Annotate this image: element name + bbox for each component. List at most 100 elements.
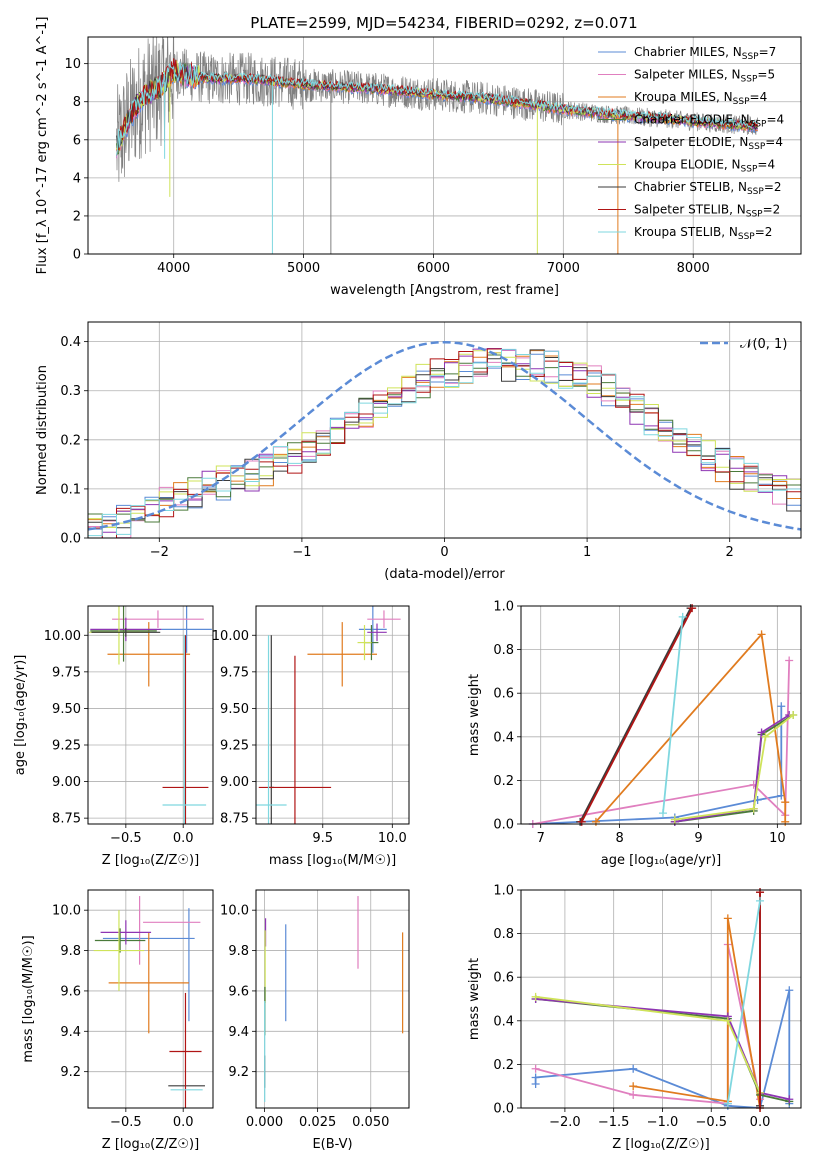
plus-marker <box>749 804 758 813</box>
y-tick-label: 10 <box>64 57 81 72</box>
series-line-salpeter-miles <box>532 660 791 824</box>
spectrum-model-salpeter-stelib <box>116 58 759 156</box>
y-tick-label: 0.0 <box>493 1102 514 1117</box>
plus-marker <box>757 630 766 639</box>
plus-marker <box>723 914 732 923</box>
plus-marker <box>629 1064 638 1073</box>
spectrum-model-kroupa-stelib <box>116 61 758 156</box>
plus-marker <box>757 728 766 737</box>
y-tick-label: 9.50 <box>220 702 249 717</box>
series-line-kroupa-miles <box>633 918 761 1108</box>
y-tick-label: 9.75 <box>52 665 81 680</box>
x-tick-label: 2 <box>726 545 734 560</box>
histogram-chabrier-stelib <box>88 349 801 529</box>
y-axis-label: Normed distribution <box>35 365 50 495</box>
y-axis-label: mass weight <box>467 958 482 1040</box>
y-tick-label: 9.25 <box>52 738 81 753</box>
x-tick-label: 10.0 <box>378 831 407 846</box>
age-vs-Z-panel: −0.5 0.0 8.75 9.00 9.25 9.50 9.75 10.00 Z [log₁₀… <box>13 605 214 868</box>
legend-label: Kroupa STELIB, N <box>634 225 738 239</box>
series-line-kroupa-miles <box>595 632 787 823</box>
y-tick-label: 9.6 <box>60 984 81 999</box>
y-tick-label: 4 <box>73 171 81 186</box>
mass-weight-vs-Z-panel: −2.0 −1.5 −1.0 −0.5 0.0 0.0 0.2 0.4 0.6 0.8 1.0 Z [… <box>467 884 802 1152</box>
y-tick-label: 0.4 <box>60 335 81 350</box>
age-vs-mass-panel: 9.5 10.0 8.75 9.00 9.25 9.50 9.75 10.00 mass [lo… <box>212 605 410 868</box>
plus-marker <box>531 1064 540 1073</box>
x-tick-label: −2 <box>150 545 169 560</box>
y-tick-label: 9.25 <box>220 738 249 753</box>
y-tick-label: 8.75 <box>52 812 81 827</box>
x-tick-label: 0.050 <box>352 1115 389 1130</box>
series-line-salpeter-stelib <box>580 607 693 823</box>
y-axis-label: Flux [f_λ 10^-17 erg cm^-2 s^-1 A^-1] <box>35 17 50 275</box>
legend-suffix: =4 <box>766 113 784 127</box>
y-tick-label: 9.4 <box>60 1025 81 1040</box>
y-tick-label: 10.0 <box>220 904 249 919</box>
legend-suffix: =7 <box>759 45 777 59</box>
axes-frame <box>520 889 802 1109</box>
y-tick-label: 0.8 <box>493 927 514 942</box>
legend-label: Chabrier ELODIE, N <box>634 113 750 127</box>
x-tick-label: 10 <box>769 831 786 846</box>
y-tick-label: 9.2 <box>60 1065 81 1080</box>
legend-entry: Salpeter STELIB, NSSP=2 <box>634 203 780 220</box>
y-axis-label: mass weight <box>467 674 482 756</box>
x-tick-label: 9 <box>694 831 702 846</box>
x-tick-label: 1 <box>583 545 591 560</box>
y-tick-label: 9.50 <box>52 702 81 717</box>
plus-marker <box>781 798 790 807</box>
y-tick-label: 9.4 <box>228 1025 249 1040</box>
y-tick-label: 0.3 <box>60 384 81 399</box>
x-tick-label: −1.0 <box>647 1115 679 1130</box>
legend-entry: Kroupa MILES, NSSP=4 <box>634 90 767 107</box>
x-tick-label: 0.000 <box>246 1115 283 1130</box>
legend-entry: Kroupa STELIB, NSSP=2 <box>634 225 772 242</box>
y-tick-label: 9.8 <box>228 944 249 959</box>
x-tick-label: 0.0 <box>173 831 194 846</box>
x-tick-label: −2.0 <box>549 1115 581 1130</box>
legend-label: Kroupa ELODIE, N <box>634 158 741 172</box>
y-tick-label: 8 <box>73 95 81 110</box>
x-tick-label: −1 <box>292 545 311 560</box>
x-tick-label: 9.5 <box>312 831 333 846</box>
legend-subscript: SSP <box>747 187 764 197</box>
y-tick-label: 0.6 <box>493 971 514 986</box>
legend-subscript: SSP <box>741 75 758 85</box>
residual-panel: −2 −1 0 1 2 0.0 0.1 0.2 0.3 0.4 (data-model)/error… <box>35 321 802 582</box>
legend-subscript: SSP <box>746 210 763 220</box>
plus-marker <box>678 612 687 621</box>
legend-label: Salpeter ELODIE, N <box>634 135 748 149</box>
legend-suffix: =2 <box>764 180 782 194</box>
x-tick-label: −0.5 <box>110 1115 142 1130</box>
y-tick-label: 10.0 <box>52 904 81 919</box>
y-tick-label: 9.2 <box>228 1065 249 1080</box>
series-line-chabrier-stelib <box>579 607 692 823</box>
plus-marker <box>658 809 667 818</box>
mass-weight-vs-age-panel: 7 8 9 10 0.0 0.2 0.4 0.6 0.8 1.0 age [log₁₀(age/yr… <box>467 600 802 868</box>
plus-marker <box>785 1095 794 1104</box>
series-line-kroupa-elodie <box>674 714 794 821</box>
plus-marker <box>531 992 540 1001</box>
plus-marker <box>785 656 794 665</box>
plus-marker <box>777 702 786 711</box>
legend-subscript: SSP <box>741 165 758 175</box>
y-tick-label: 1.0 <box>493 600 514 615</box>
y-tick-label: 9.00 <box>52 775 81 790</box>
x-tick-label: 0.0 <box>750 1115 771 1130</box>
plus-marker <box>629 1082 638 1091</box>
x-tick-label: −0.5 <box>695 1115 727 1130</box>
y-tick-label: 0.0 <box>60 532 81 547</box>
legend-entry: Salpeter MILES, NSSP=5 <box>634 68 775 85</box>
legend-subscript: SSP <box>750 120 767 130</box>
legend-label: Salpeter MILES, N <box>634 68 741 82</box>
y-tick-label: 10.00 <box>44 629 81 644</box>
axes-frame <box>87 36 802 255</box>
axes-frame <box>87 889 214 1109</box>
x-axis-label: E(B-V) <box>312 1137 352 1152</box>
y-tick-label: 1.0 <box>493 884 514 899</box>
legend-entry: Salpeter ELODIE, NSSP=4 <box>634 135 783 152</box>
legend-suffix: =5 <box>757 68 775 82</box>
x-axis-label: Z [log₁₀(Z/Z☉)] <box>612 1137 709 1152</box>
